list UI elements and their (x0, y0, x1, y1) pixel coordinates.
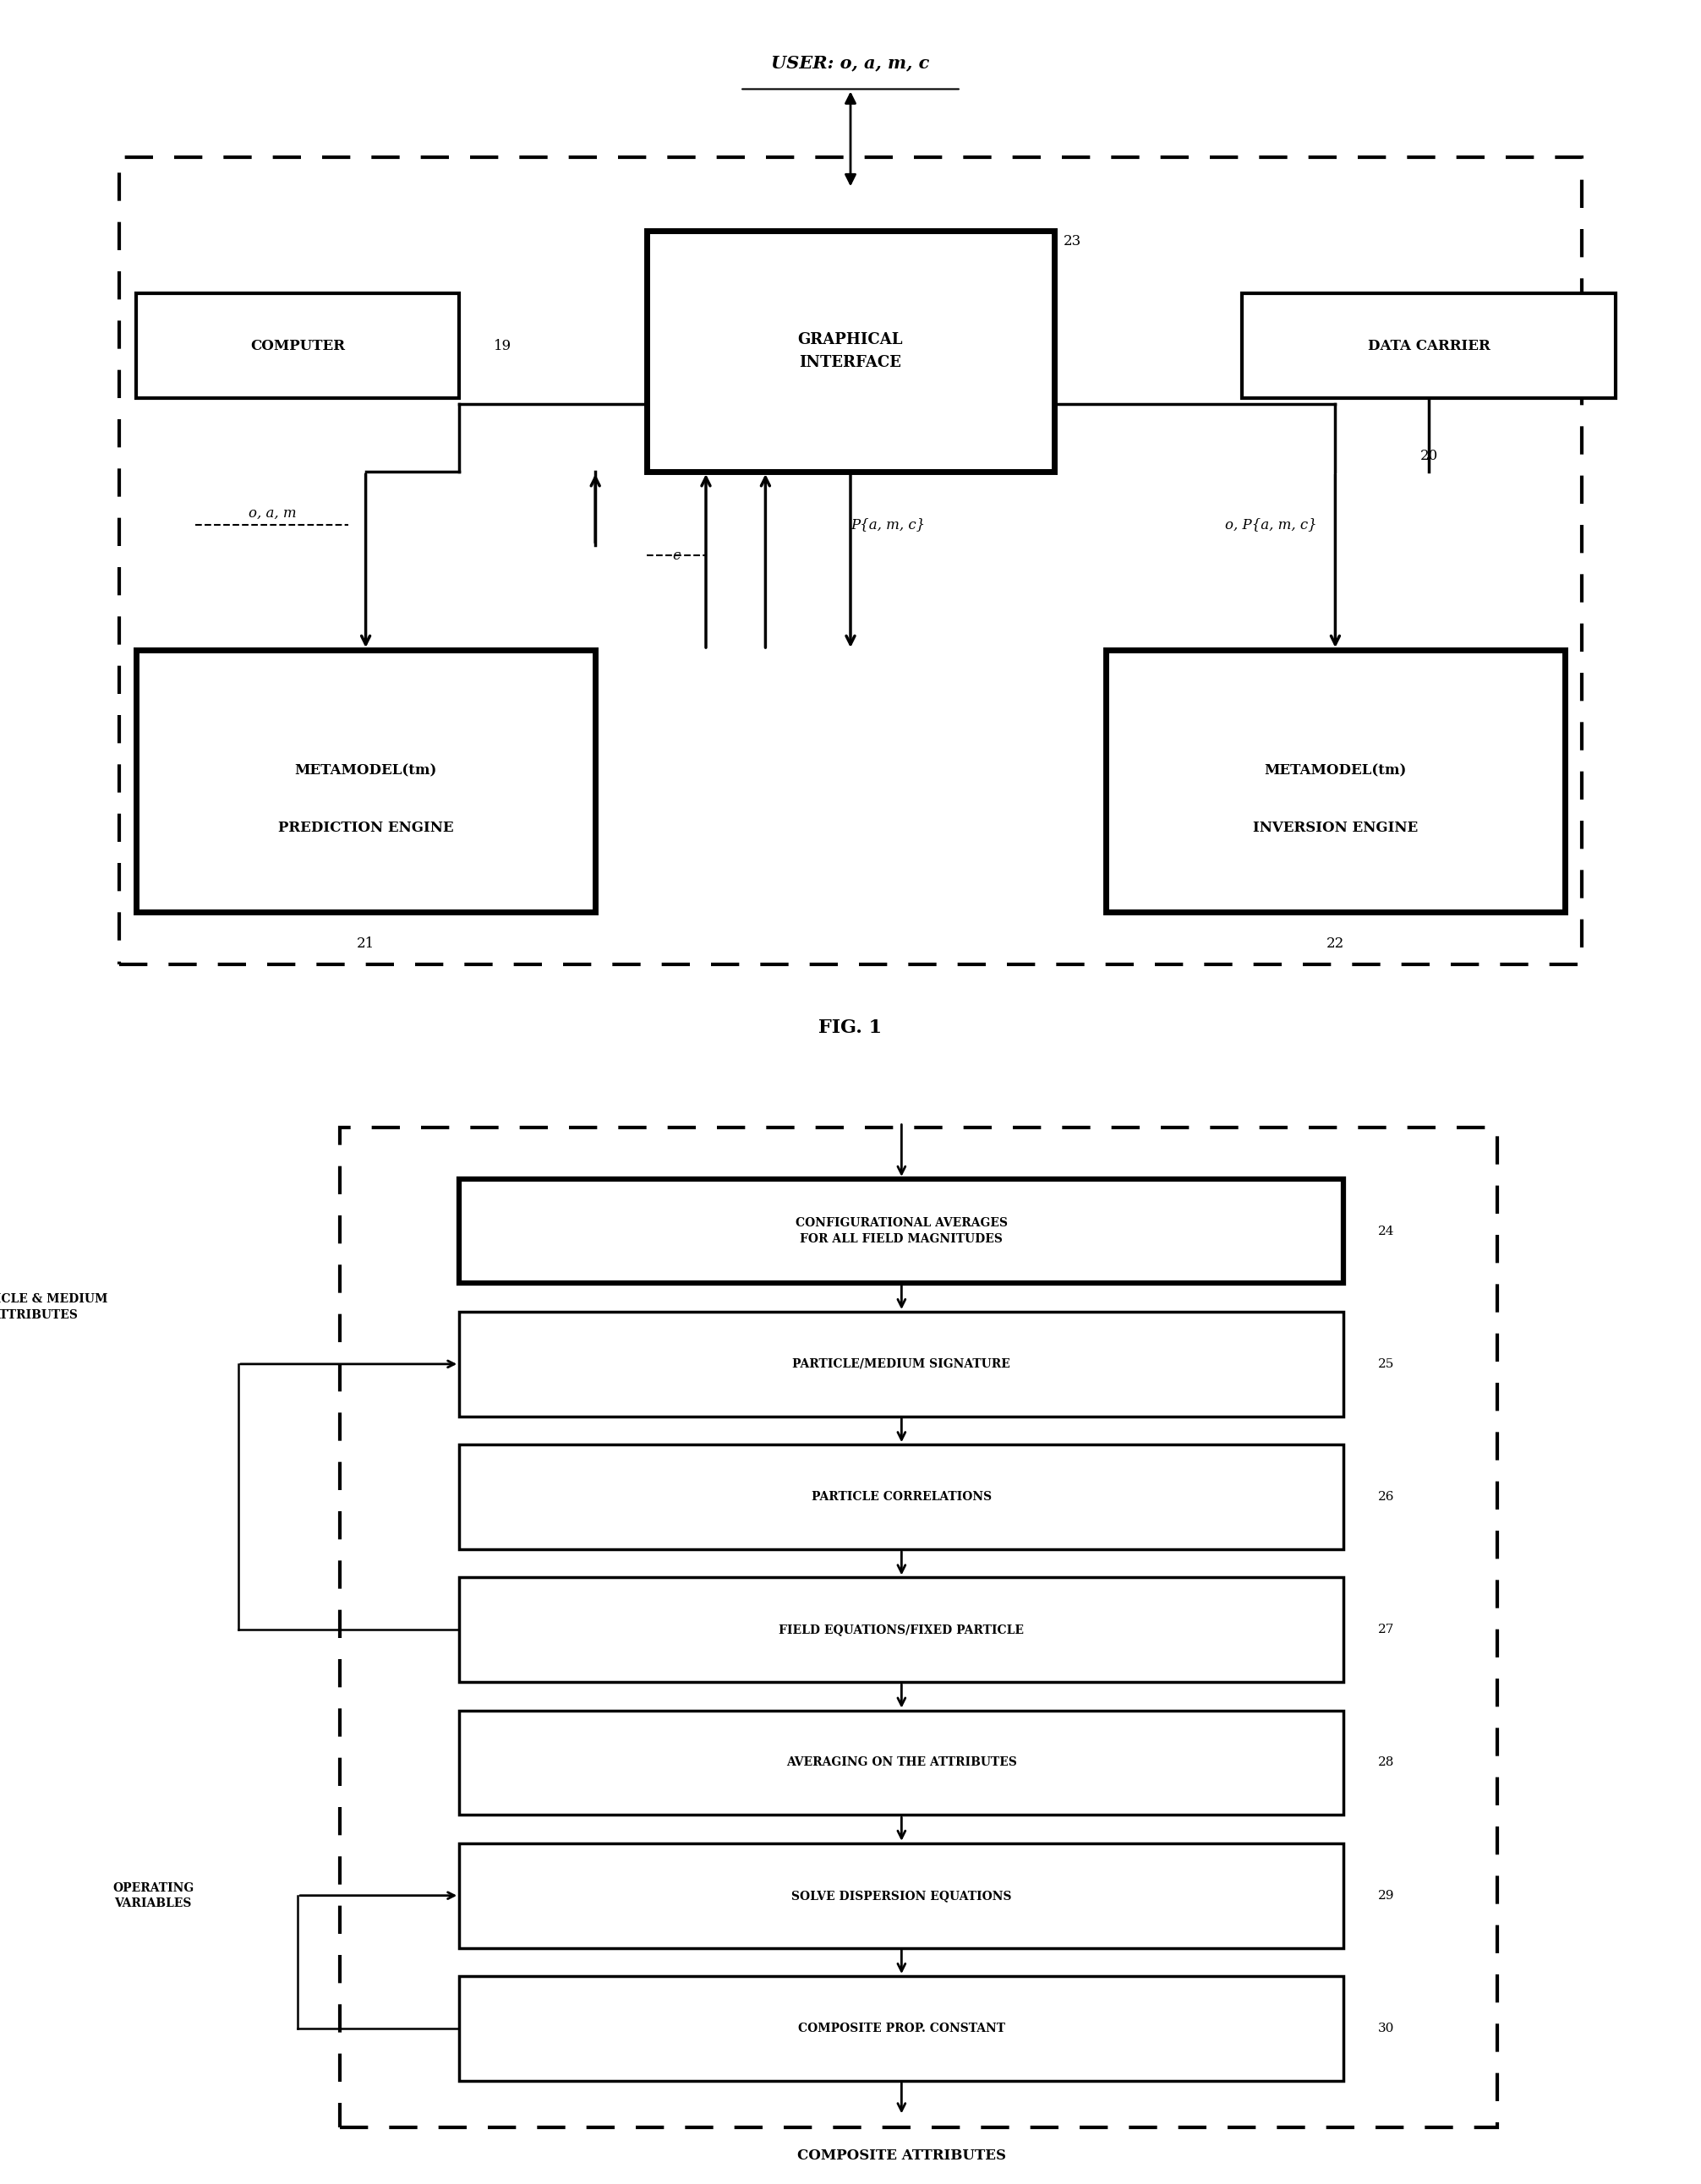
Text: GRAPHICAL
INTERFACE: GRAPHICAL INTERFACE (798, 332, 903, 369)
Text: 23: 23 (1063, 234, 1082, 249)
Text: 27: 27 (1378, 1625, 1395, 1636)
Text: 30: 30 (1378, 2022, 1395, 2033)
Text: METAMODEL(tm): METAMODEL(tm) (294, 764, 437, 778)
Text: PARTICLE & MEDIUM
ATTRIBUTES: PARTICLE & MEDIUM ATTRIBUTES (0, 1293, 107, 1321)
Text: c: c (672, 548, 680, 563)
Text: SOLVE DISPERSION EQUATIONS: SOLVE DISPERSION EQUATIONS (791, 1889, 1012, 1902)
Text: DATA CARRIER: DATA CARRIER (1368, 339, 1490, 354)
Text: FIG. 1: FIG. 1 (818, 1018, 883, 1037)
Text: COMPOSITE ATTRIBUTES: COMPOSITE ATTRIBUTES (798, 2149, 1005, 2162)
Text: 22: 22 (1327, 937, 1344, 950)
Text: PARTICLE CORRELATIONS: PARTICLE CORRELATIONS (811, 1492, 992, 1503)
Text: PARTICLE/MEDIUM SIGNATURE: PARTICLE/MEDIUM SIGNATURE (793, 1358, 1010, 1369)
FancyBboxPatch shape (459, 1710, 1344, 1815)
FancyBboxPatch shape (459, 1977, 1344, 2081)
FancyBboxPatch shape (459, 1577, 1344, 1682)
FancyBboxPatch shape (459, 1444, 1344, 1548)
Text: 26: 26 (1378, 1492, 1395, 1503)
Text: 28: 28 (1378, 1756, 1395, 1769)
Text: AVERAGING ON THE ATTRIBUTES: AVERAGING ON THE ATTRIBUTES (786, 1756, 1017, 1769)
Text: o, a, m: o, a, m (248, 507, 296, 520)
Text: COMPUTER: COMPUTER (250, 339, 345, 354)
FancyBboxPatch shape (459, 1313, 1344, 1415)
Text: o, P{a, m, c}: o, P{a, m, c} (1225, 518, 1317, 531)
Text: METAMODEL(tm): METAMODEL(tm) (1264, 764, 1407, 778)
FancyBboxPatch shape (136, 293, 459, 397)
Text: FIELD EQUATIONS/FIXED PARTICLE: FIELD EQUATIONS/FIXED PARTICLE (779, 1625, 1024, 1636)
Text: 25: 25 (1378, 1358, 1395, 1369)
Text: CONFIGURATIONAL AVERAGES
FOR ALL FIELD MAGNITUDES: CONFIGURATIONAL AVERAGES FOR ALL FIELD M… (796, 1216, 1007, 1245)
Text: 21: 21 (357, 937, 374, 950)
Text: COMPOSITE PROP. CONSTANT: COMPOSITE PROP. CONSTANT (798, 2022, 1005, 2033)
Text: PREDICTION ENGINE: PREDICTION ENGINE (277, 821, 454, 834)
Text: 19: 19 (493, 339, 510, 354)
Text: INVERSION ENGINE: INVERSION ENGINE (1252, 821, 1419, 834)
Text: 20: 20 (1420, 450, 1437, 463)
FancyBboxPatch shape (136, 651, 595, 913)
Text: 29: 29 (1378, 1889, 1395, 1902)
Text: P{a, m, c}: P{a, m, c} (850, 518, 925, 531)
Text: 24: 24 (1378, 1225, 1395, 1236)
Text: OPERATING
VARIABLES: OPERATING VARIABLES (112, 1883, 194, 1909)
FancyBboxPatch shape (1242, 293, 1616, 397)
Text: USER: o, a, m, c: USER: o, a, m, c (771, 55, 930, 72)
FancyBboxPatch shape (459, 1843, 1344, 1948)
FancyBboxPatch shape (646, 232, 1055, 472)
FancyBboxPatch shape (459, 1179, 1344, 1284)
FancyBboxPatch shape (1106, 651, 1565, 913)
